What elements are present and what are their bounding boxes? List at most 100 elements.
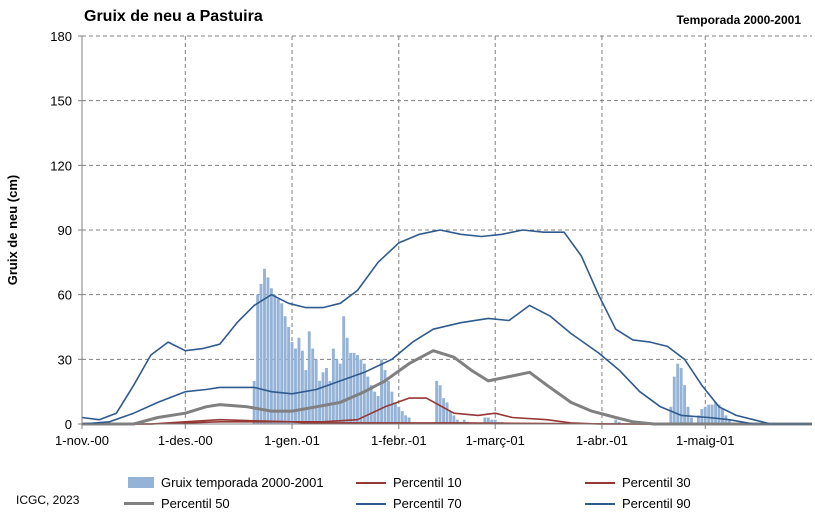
snow-depth-bar xyxy=(445,402,449,424)
snow-depth-bar xyxy=(387,380,390,424)
legend-item-p30: Percentil 30 xyxy=(585,475,691,490)
legend-label-p70: Percentil 70 xyxy=(393,496,462,511)
y-tick-label: 90 xyxy=(58,223,72,238)
series-line-p30 xyxy=(82,397,812,425)
x-tick-label: 1-abr.-01 xyxy=(576,433,628,448)
snow-depth-bar xyxy=(717,404,721,424)
snow-depth-bar xyxy=(269,288,273,424)
snow-depth-bar xyxy=(276,298,280,424)
snow-depth-bar xyxy=(397,406,401,424)
snow-depth-bar xyxy=(300,350,304,424)
snow-depth-bar xyxy=(331,348,335,424)
snow-depth-bar xyxy=(373,391,377,424)
snow-depth-bar xyxy=(683,385,687,424)
snow-depth-bar xyxy=(287,327,291,424)
legend-label-bars: Gruix temporada 2000-2001 xyxy=(161,475,324,490)
snow-depth-bar xyxy=(669,406,673,424)
snow-depth-bars xyxy=(252,268,731,424)
legend-item-p70: Percentil 70 xyxy=(356,496,462,511)
legend-swatch-p10 xyxy=(356,481,386,484)
percentile-lines xyxy=(81,229,812,426)
legend-swatch-p70 xyxy=(356,502,386,505)
snow-depth-bar xyxy=(672,376,676,424)
snow-depth-bar xyxy=(462,419,466,424)
snow-depth-bar xyxy=(345,337,349,424)
legend-label-p30: Percentil 30 xyxy=(622,475,691,490)
chart-subtitle: Temporada 2000-2001 xyxy=(676,13,801,27)
snow-depth-bar xyxy=(448,411,452,424)
snow-depth-bar xyxy=(696,415,700,424)
snow-depth-bar xyxy=(390,391,394,424)
legend-swatch-p90 xyxy=(585,502,615,505)
y-axis-label: Gruix de neu (cm) xyxy=(5,175,20,286)
snow-depth-bar xyxy=(283,316,287,424)
snow-depth-bar xyxy=(676,363,680,424)
snow-depth-bar xyxy=(490,419,494,424)
snow-depth-bar xyxy=(349,352,353,424)
snow-depth-bar xyxy=(259,283,263,424)
legend-item-p50: Percentil 50 xyxy=(124,496,230,511)
y-tick-label: 30 xyxy=(58,352,72,367)
series-line-p70 xyxy=(81,304,812,425)
snow-depth-bar xyxy=(452,415,456,424)
snow-depth-bar xyxy=(338,363,342,424)
snow-depth-bar xyxy=(455,419,459,424)
axes: 0 30 60 90 120 150 180 1-nov.-00 1-des.-00 1-gen.… xyxy=(50,29,812,448)
snow-depth-bar xyxy=(404,415,408,424)
y-tick-label: 60 xyxy=(58,288,72,303)
snow-depth-bar xyxy=(366,376,370,424)
snow-depth-bar xyxy=(438,385,442,424)
snow-depth-bar xyxy=(311,348,315,424)
x-tick-label: 1-gen.-01 xyxy=(264,433,320,448)
snow-depth-bar xyxy=(714,402,718,424)
snow-depth-bar xyxy=(356,355,359,424)
snow-depth-bar xyxy=(342,316,346,424)
snow-depth-bar xyxy=(266,277,270,424)
snow-depth-bar xyxy=(493,419,497,424)
gridlines xyxy=(82,35,812,424)
snow-depth-bar xyxy=(710,404,714,424)
snow-depth-bar xyxy=(318,380,322,424)
snow-depth-bar xyxy=(328,380,332,424)
snow-depth-bar xyxy=(290,342,294,424)
snow-depth-bar xyxy=(314,359,318,424)
snow-depth-bar xyxy=(703,406,707,424)
snow-depth-bar xyxy=(297,337,301,424)
legend-label-p90: Percentil 90 xyxy=(622,496,691,511)
snow-depth-bar xyxy=(483,417,487,424)
snow-depth-bar xyxy=(380,359,384,424)
snow-depth-bar xyxy=(335,359,339,424)
snow-depth-bar xyxy=(383,370,387,424)
series-line-p90 xyxy=(81,229,812,425)
snow-depth-bar xyxy=(721,408,724,424)
snow-depth-bar xyxy=(362,363,366,424)
snow-depth-bar xyxy=(393,402,397,424)
source-credit: ICGC, 2023 xyxy=(16,493,80,507)
y-tick-label: 180 xyxy=(50,29,72,44)
snow-depth-bar xyxy=(486,417,490,424)
snow-depth-bar xyxy=(280,303,284,424)
snow-depth-bar xyxy=(263,268,266,424)
snow-depth-bar xyxy=(614,419,618,424)
snow-depth-bar xyxy=(435,380,439,424)
snow-depth-bar xyxy=(369,385,373,424)
series-line-p10 xyxy=(82,421,812,425)
snow-depth-bar xyxy=(304,370,308,424)
legend-swatch-p30 xyxy=(585,481,615,484)
snow-depth-bar xyxy=(407,417,411,424)
chart-title: Gruix de neu a Pastuira xyxy=(84,8,263,25)
legend-item-bars: Gruix temporada 2000-2001 xyxy=(128,475,324,490)
snow-depth-bar xyxy=(442,398,446,424)
snow-depth-bar xyxy=(707,404,711,424)
x-tick-label: 1-febr.-01 xyxy=(371,433,427,448)
x-tick-label: 1-març-01 xyxy=(466,433,525,448)
snow-depth-bar xyxy=(617,421,621,424)
legend-swatch-bars xyxy=(128,477,154,488)
snow-depth-bar xyxy=(273,294,277,424)
x-tick-label: 1-des.-00 xyxy=(158,433,213,448)
y-tick-label: 150 xyxy=(50,94,72,109)
snow-depth-bar xyxy=(727,419,731,424)
legend-item-p90: Percentil 90 xyxy=(585,496,691,511)
snow-depth-bar xyxy=(679,367,683,424)
